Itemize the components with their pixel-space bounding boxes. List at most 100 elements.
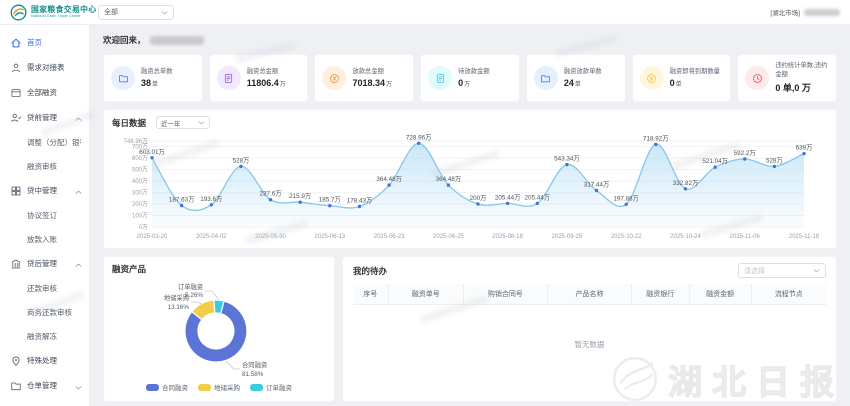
svg-text:205.44万: 205.44万 [495,193,521,201]
sidebar-item-warehouse-receipt[interactable]: 仓单管理 [0,373,89,398]
sidebar-item-demand-docking[interactable]: 需求对接表 [0,55,89,80]
chevron-down-icon [161,10,168,15]
stat-unit: 万 [385,82,392,89]
sidebar-item-post-loan[interactable]: 贷后管理 [0,251,89,276]
svg-text:2025-08-18: 2025-08-18 [492,234,523,240]
stat-unit: 万 [464,82,471,89]
svg-text:317.44万: 317.44万 [584,181,610,189]
svg-text:2025-09-25: 2025-09-25 [552,234,583,240]
svg-text:603.01万: 603.01万 [139,148,165,156]
doc-icon [428,66,453,90]
market-filter-value: 全部 [104,9,118,16]
sidebar-item-all-financing[interactable]: 全部融资 [0,80,89,105]
user-name-redacted[interactable] [804,8,840,16]
svg-text:592.2万: 592.2万 [734,149,756,157]
sidebar-item-label: 贷前管理 [27,113,57,122]
home-icon [10,37,22,49]
date-range-select[interactable]: 近一年 [156,116,211,129]
chevron-down-icon [813,269,820,273]
stat-unit: 单 [574,82,581,89]
doc-icon [216,66,241,90]
chevron-up-icon [75,261,82,270]
svg-text:528万: 528万 [232,156,249,164]
stat-label: 待放款金额 [458,67,490,75]
svg-text:237.6万: 237.6万 [259,190,281,198]
legend-item[interactable]: 地储采购 [198,382,240,392]
sidebar-item-label: 贷中管理 [27,186,57,195]
svg-text:205.44万: 205.44万 [525,193,551,201]
bank-icon [10,258,22,270]
stat-card: 放款总金额 7018.34万 [314,54,415,102]
grain-center-logo-icon [10,4,27,20]
logo-subtitle: National Grain Trade Center [31,13,81,19]
app-logo: 国家粮食交易中心 National Grain Trade Center [10,4,96,21]
todo-column-header: 融资银行 [631,284,690,305]
svg-text:197.88万: 197.88万 [613,194,639,202]
welcome-name-redacted [149,35,204,45]
svg-text:718.92万: 718.92万 [643,134,669,142]
svg-text:2025-03-20: 2025-03-20 [137,234,168,240]
svg-text:200万: 200万 [470,194,487,202]
legend-swatch [198,383,211,391]
svg-text:364.48万: 364.48万 [376,175,402,183]
main-content: 欢迎回来， 融资总单数 38单 融资总金额 11806.4万 放款总金额 7018.34万… [90,25,850,406]
top-header: 国家粮食交易中心 National Grain Trade Center 全部 … [0,0,850,25]
folder-icon [10,380,22,392]
sidebar-item-label: 还款审核 [27,283,57,293]
todo-table-header: 序号 融资单号 购销合同号 产品名称 融资银行 融资金额 流程节点 [353,284,826,305]
svg-text:543.34万: 543.34万 [554,155,580,163]
folder-icon [111,66,135,90]
sidebar-item-biz-repayment-review[interactable]: 商务还款审核 [0,300,89,324]
svg-text:700万: 700万 [132,144,148,151]
svg-text:500万: 500万 [132,167,148,174]
sidebar-item-pre-loan[interactable]: 贷前管理 [0,105,89,130]
coin-icon [639,66,664,90]
svg-text:合同融资: 合同融资 [242,360,267,369]
sidebar-item-special-handling[interactable]: 特殊处理 [0,348,89,373]
legend-item[interactable]: 合同融资 [146,382,188,392]
sidebar-item-label: 特殊处理 [27,356,57,365]
chevron-down-icon [198,121,205,125]
stat-card: 融资放款单数 24单 [525,54,626,102]
sidebar-item-in-loan[interactable]: 贷中管理 [0,178,89,203]
todo-filter-select[interactable]: 请选择 [738,263,826,278]
sidebar-item-label: 商务还款审核 [27,307,72,317]
stat-label: 融资即将到期数量 [669,67,720,75]
person-icon [10,112,22,124]
todo-column-header: 序号 [353,284,389,305]
todo-table: 序号 融资单号 购销合同号 产品名称 融资银行 融资金额 流程节点 [353,284,826,305]
date-range-value: 近一年 [161,120,181,128]
sidebar-item-loan-entry[interactable]: 放款入账 [0,227,89,251]
legend-swatch [250,383,263,391]
welcome-row: 欢迎回来， [103,34,837,46]
stat-unit: 万 [279,82,286,89]
todo-column-header: 融资单号 [388,284,464,305]
svg-text:600万: 600万 [132,155,148,162]
market-filter-select[interactable]: 全部 [98,4,174,20]
stat-value: 0万 [458,78,471,89]
my-todo-panel: 我的待办 请选择 序号 融资单号 购销合同号 产品名称 融资银行 融资金额 流程节点 暂无数… [342,256,837,402]
sidebar-item-repayment-review[interactable]: 还款审核 [0,276,89,300]
grid-icon [10,185,22,197]
sidebar-item-financing-unfreeze[interactable]: 融资解冻 [0,324,89,348]
legend-item[interactable]: 订单融资 [250,382,292,392]
svg-text:2025-10-24: 2025-10-24 [670,234,701,240]
sidebar-item-label: 调整（分配）银行 [27,137,81,147]
stat-value: 0 单,0 万 [775,82,811,93]
svg-text:728.96万: 728.96万 [406,133,432,141]
svg-text:332.82万: 332.82万 [673,179,699,187]
sidebar-item-label: 放款入账 [27,234,57,244]
sidebar-item-label: 协议签订 [27,210,57,220]
stat-label: 违约统计单数,违约金额 [775,62,828,78]
sidebar-item-agreement-sign[interactable]: 协议签订 [0,203,89,227]
sidebar-item-adjust-bank[interactable]: 调整（分配）银行 [0,130,89,154]
sidebar-item-home[interactable]: 首页 [0,30,89,55]
sidebar-item-financing-review[interactable]: 融资审核 [0,154,89,178]
stat-label: 融资放款单数 [563,67,602,75]
stat-value: 38单 [141,78,159,89]
svg-text:2025-04-02: 2025-04-02 [196,234,227,240]
todo-column-header: 购销合同号 [463,284,548,305]
card-icon [10,87,22,99]
